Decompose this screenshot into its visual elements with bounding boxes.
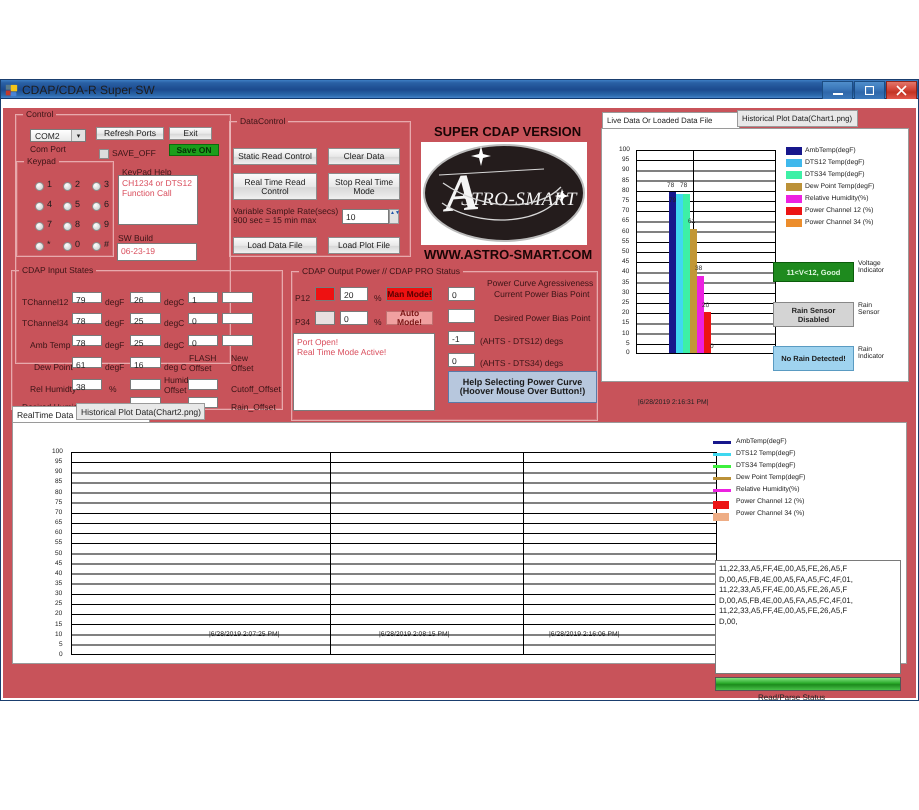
svg-text:STRO-SMART: STRO-SMART xyxy=(461,189,578,210)
